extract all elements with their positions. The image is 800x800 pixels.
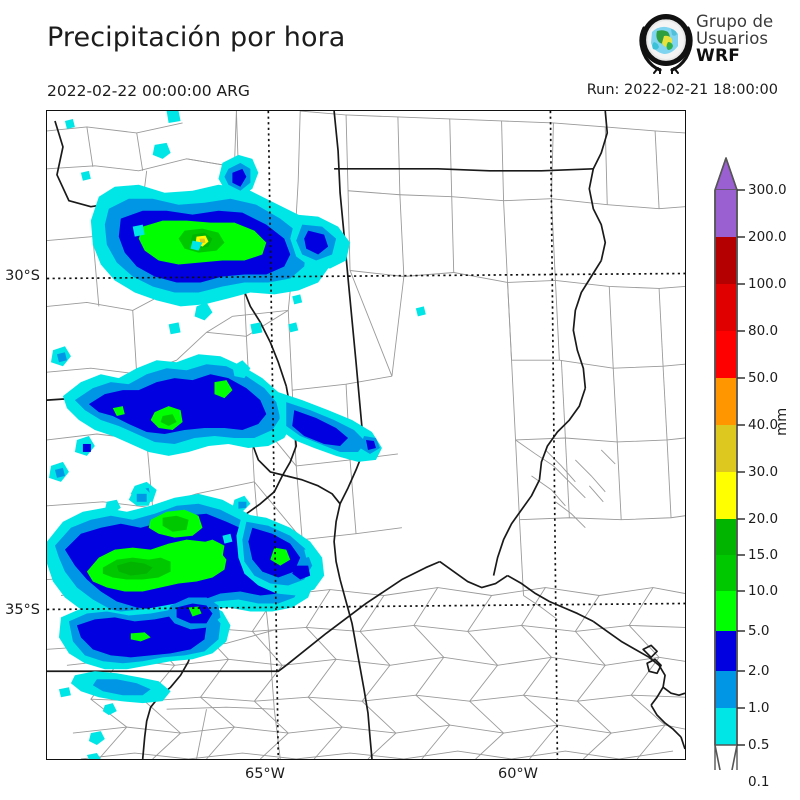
cbar-label-50: 50.0 xyxy=(748,370,779,386)
lon-tick-60W: 60°W xyxy=(497,766,539,782)
colorbar[interactable]: 300.0 200.0 100.0 80.0 50.0 40.0 30.0 20… xyxy=(706,110,800,790)
graticule-lon-65W xyxy=(267,111,280,759)
graticule xyxy=(47,111,685,759)
logo-line-1: Grupo de xyxy=(696,12,774,31)
graticule-lon-60W xyxy=(549,111,559,759)
cbar-label-10: 10.0 xyxy=(748,583,779,599)
precip-cluster-south xyxy=(47,487,325,759)
colorbar-unit-label: mm xyxy=(774,407,790,436)
colorbar-ticks xyxy=(737,189,745,746)
cbar-label-300: 300.0 xyxy=(748,182,787,198)
cbar-label-200: 200.0 xyxy=(748,229,787,245)
map-panel[interactable] xyxy=(46,110,686,760)
graticule-lat-30S xyxy=(47,272,685,280)
lat-tick-30S: 30°S xyxy=(5,268,40,284)
cbar-label-5: 5.0 xyxy=(748,623,770,639)
globe-emblem-icon xyxy=(639,14,693,74)
logo-line-3: WRF xyxy=(696,45,741,66)
cbar-label-40: 40.0 xyxy=(748,417,779,433)
cbar-label-100: 100.0 xyxy=(748,276,787,292)
precip-cluster-mid xyxy=(48,302,382,514)
cbar-label-20: 20.0 xyxy=(748,511,779,527)
colorbar-svg xyxy=(714,157,745,770)
graticule-lat-35S xyxy=(47,602,685,611)
precipitation-map xyxy=(47,111,685,759)
valid-time-label: 2022-02-22 00:00:00 ARG xyxy=(47,82,250,100)
cbar-label-2: 2.0 xyxy=(748,663,770,679)
run-time-label: Run: 2022-02-21 18:00:00 xyxy=(586,82,778,98)
cbar-label-0p5: 0.5 xyxy=(748,737,770,753)
cbar-label-80: 80.0 xyxy=(748,323,779,339)
cbar-label-15: 15.0 xyxy=(748,547,779,563)
lon-tick-65W: 65°W xyxy=(244,766,286,782)
wrf-user-group-logo: Grupo de Usuarios WRF xyxy=(638,12,790,74)
cbar-label-0p1: 0.1 xyxy=(748,774,770,790)
precip-scattered-cells xyxy=(64,111,426,333)
logo-text: Grupo de Usuarios WRF xyxy=(696,12,774,66)
lat-tick-35S: 35°S xyxy=(5,602,40,618)
page-title: Precipitación por hora xyxy=(47,22,346,53)
logo-line-2: Usuarios xyxy=(696,28,769,48)
precip-cluster-north xyxy=(80,142,351,307)
cbar-label-1: 1.0 xyxy=(748,700,770,716)
colorbar-bands-final xyxy=(715,190,737,770)
cbar-label-30: 30.0 xyxy=(748,464,779,480)
